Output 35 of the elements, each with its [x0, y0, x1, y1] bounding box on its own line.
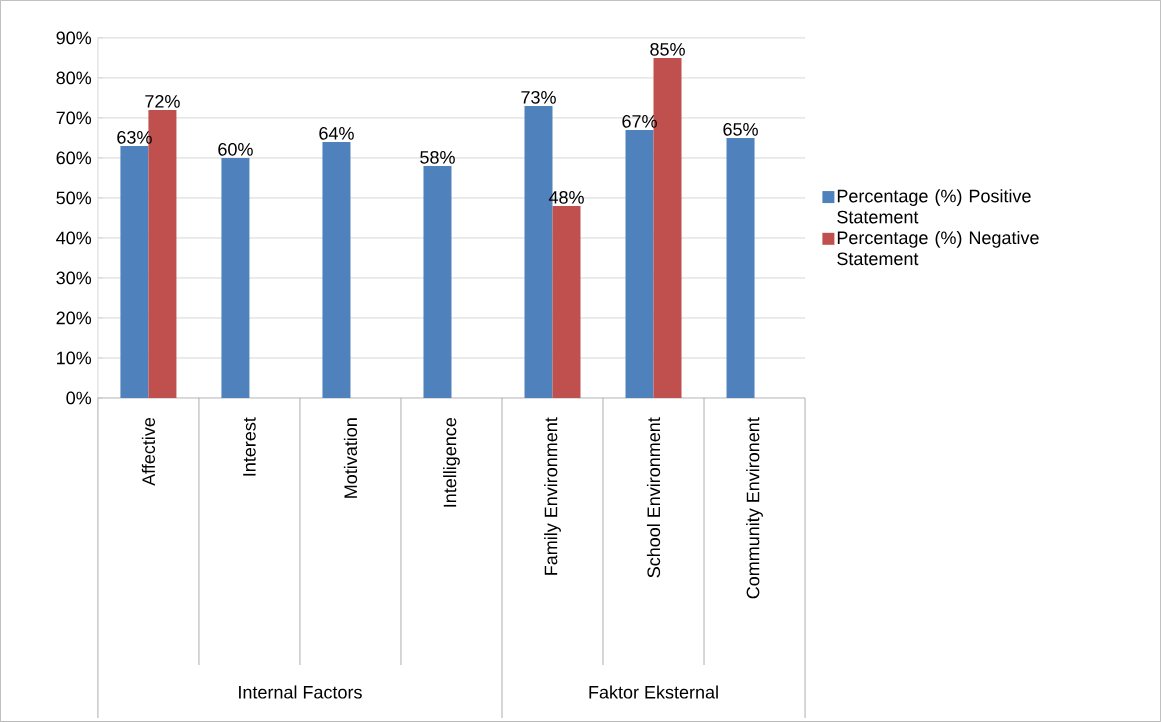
- y-tick-label: 70%: [56, 111, 92, 125]
- data-label: 65%: [723, 122, 758, 136]
- bar: [423, 165, 452, 398]
- y-tick-label: 40%: [56, 231, 92, 245]
- data-label: 58%: [420, 151, 455, 164]
- x-tick-label: School Environment: [646, 417, 661, 578]
- y-tick-label: 60%: [56, 151, 92, 165]
- x-tick-label: Motivation: [343, 418, 358, 498]
- data-label: 72%: [145, 95, 180, 108]
- data-label: 85%: [650, 42, 685, 56]
- y-tick-label: 20%: [56, 311, 92, 325]
- bar: [552, 205, 581, 398]
- bar: [120, 145, 149, 398]
- data-label: 60%: [218, 143, 253, 156]
- text: Internal Factors: [239, 685, 362, 699]
- legend-label: Percentage (%) Positive Statement: [837, 189, 1031, 224]
- bar: [625, 129, 654, 398]
- y-tick-label: 80%: [56, 71, 92, 85]
- y-tick-label: 10%: [57, 351, 92, 365]
- x-tick-label: Intelligence: [443, 418, 460, 507]
- y-tick-label: 30%: [56, 271, 92, 285]
- x-tick-label: Community Environent: [746, 417, 763, 599]
- y-tick-label: 50%: [56, 191, 92, 205]
- x-tick-label: Affective: [141, 418, 156, 486]
- data-label: 64%: [319, 127, 354, 140]
- bar: [221, 157, 250, 398]
- text: Faktor Eksternal: [589, 685, 718, 699]
- y-tick-label: 90%: [56, 31, 92, 45]
- x-tick-label: Family Environment: [544, 417, 561, 575]
- y-tick-label: 0%: [66, 391, 92, 405]
- data-label: 73%: [521, 90, 556, 104]
- bar: [322, 141, 351, 398]
- legend-label: Percentage (%) Negative Statement: [837, 230, 1039, 266]
- bar: [726, 137, 755, 398]
- x-tick-label: Interest: [243, 417, 256, 476]
